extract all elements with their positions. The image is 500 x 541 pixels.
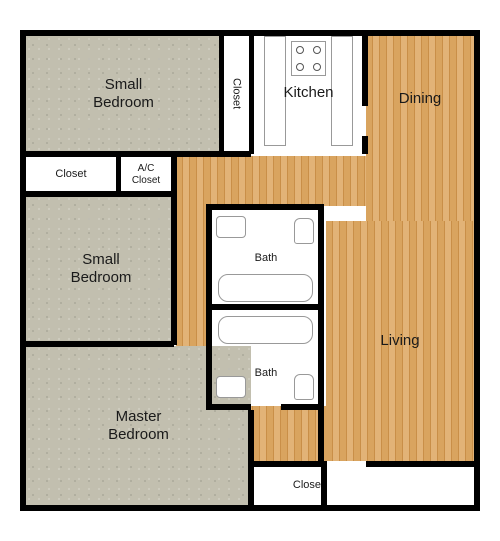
bath-top-tub bbox=[218, 274, 313, 302]
room-closet-mid: Closet bbox=[26, 159, 116, 191]
floor-plan-container: Small Bedroom Closet Kitchen Dining Clos… bbox=[20, 30, 480, 511]
bath-bottom-sink bbox=[216, 376, 246, 398]
room-master-bedroom: Master Bedroom bbox=[26, 346, 251, 505]
room-label: Small Bedroom bbox=[71, 251, 132, 287]
room-label: Closet bbox=[55, 168, 86, 181]
room-closet-top: Closet bbox=[221, 36, 251, 151]
stove-burner-icon bbox=[313, 63, 321, 71]
room-label: A/C Closet bbox=[132, 163, 160, 187]
room-label: Kitchen bbox=[283, 84, 333, 102]
bath-bottom-tub bbox=[218, 316, 313, 344]
room-living: Living bbox=[326, 221, 474, 461]
bath-top-sink bbox=[216, 216, 246, 238]
room-small-bedroom-mid: Small Bedroom bbox=[26, 196, 176, 341]
bath-top-toilet bbox=[294, 218, 314, 244]
room-label: Closet bbox=[293, 479, 324, 492]
room-dining: Dining bbox=[366, 36, 474, 221]
room-label: Dining bbox=[399, 90, 442, 108]
room-label: Bath bbox=[255, 367, 278, 380]
stove-burner-icon bbox=[296, 63, 304, 71]
room-ac-closet: A/C Closet bbox=[121, 159, 171, 191]
hall-top bbox=[176, 156, 366, 206]
kitchen-stove bbox=[291, 41, 326, 76]
room-label: Bath bbox=[255, 252, 278, 265]
kitchen-counter-right bbox=[331, 36, 353, 146]
stove-burner-icon bbox=[296, 46, 304, 54]
room-closet-bottom: Closet bbox=[251, 466, 366, 505]
bath-bottom-toilet bbox=[294, 374, 314, 400]
room-label: Living bbox=[380, 332, 419, 350]
room-small-bedroom-top: Small Bedroom bbox=[26, 36, 221, 151]
room-label: Master Bedroom bbox=[108, 408, 169, 444]
room-label: Small Bedroom bbox=[93, 76, 154, 112]
stove-burner-icon bbox=[313, 46, 321, 54]
room-label: Closet bbox=[229, 78, 242, 109]
